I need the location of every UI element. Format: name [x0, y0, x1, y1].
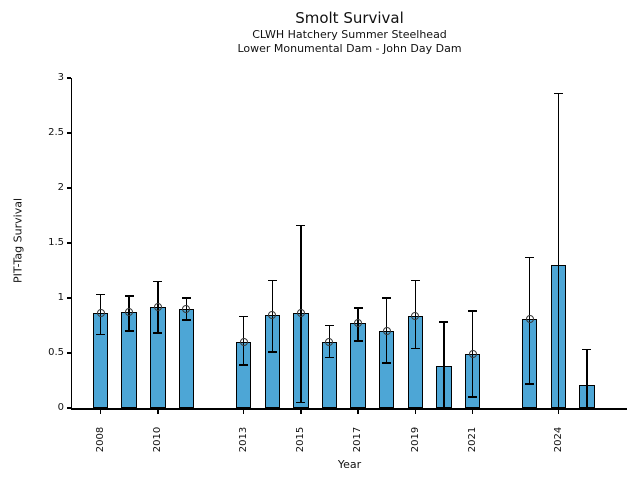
- error-cap-high-2011: [181, 297, 191, 299]
- x-tick: [300, 409, 302, 414]
- x-tick: [471, 409, 474, 414]
- error-cap-low-2015: [296, 401, 306, 404]
- x-axis-spine: [70, 408, 627, 410]
- x-tick-label-text: 2010: [152, 426, 164, 452]
- error-cap-high-2020: [439, 321, 449, 323]
- x-tick: [157, 409, 159, 414]
- point-marker-2019: [411, 311, 420, 320]
- y-tick-label: 1: [57, 292, 64, 303]
- y-tick: [66, 352, 71, 354]
- error-cap-low-2017: [353, 340, 363, 342]
- x-tick-label-text: 2021: [466, 426, 478, 452]
- error-cap-high-2018: [382, 297, 392, 299]
- error-cap-low-2011: [181, 319, 191, 321]
- x-tick: [242, 409, 245, 414]
- point-marker-2011: [182, 305, 191, 313]
- error-cap-high-2016: [324, 324, 334, 327]
- error-bar-2020: [443, 322, 445, 408]
- error-cap-low-2021: [468, 396, 477, 398]
- error-bar-2024: [557, 93, 560, 408]
- point-marker-2016: [325, 338, 334, 346]
- y-axis-spine: [70, 78, 72, 408]
- x-tick-label: 2013: [222, 416, 266, 462]
- x-tick-label: 2021: [451, 416, 495, 462]
- point-marker-2018: [382, 327, 391, 335]
- point-marker-2015: [296, 309, 305, 318]
- error-cap-low-2009: [124, 330, 134, 332]
- x-tick-label: 2017: [336, 416, 380, 462]
- y-tick: [66, 187, 71, 189]
- x-tick: [357, 409, 359, 414]
- point-marker-2014: [268, 310, 277, 319]
- error-cap-low-2014: [267, 351, 277, 353]
- point-marker-2021: [468, 350, 477, 359]
- y-axis-label: PIT-Tag Survival: [11, 198, 25, 284]
- x-tick-label: 2024: [536, 416, 580, 462]
- error-cap-high-2015: [296, 224, 306, 227]
- x-tick: [414, 409, 417, 414]
- bar-2011: [178, 309, 195, 408]
- y-tick: [66, 77, 71, 79]
- error-cap-high-2010: [153, 280, 163, 283]
- y-tick-label: 1.5: [48, 237, 64, 248]
- x-tick-label-text: 2024: [552, 426, 564, 452]
- error-cap-low-2008: [96, 333, 106, 336]
- chart-subtitle-line2: Lower Monumental Dam - John Day Dam: [237, 42, 462, 55]
- point-marker-2023: [525, 314, 534, 323]
- x-tick: [99, 409, 102, 414]
- y-tick-label: 2.5: [48, 127, 64, 138]
- x-tick-label-text: 2013: [238, 426, 250, 452]
- x-tick-label-text: 2015: [295, 426, 307, 452]
- x-tick-label: 2015: [279, 416, 323, 462]
- error-cap-high-2014: [267, 279, 277, 282]
- error-cap-high-2025: [582, 348, 592, 351]
- x-tick-label: 2008: [79, 416, 123, 462]
- error-cap-high-2008: [96, 293, 106, 296]
- y-tick: [66, 297, 71, 299]
- x-tick: [557, 409, 560, 414]
- point-marker-2017: [354, 319, 363, 328]
- error-cap-low-2013: [239, 364, 249, 366]
- chart-subtitle-line1: CLWH Hatchery Summer Steelhead: [252, 28, 447, 41]
- y-tick: [66, 132, 71, 134]
- point-marker-2010: [153, 302, 162, 311]
- error-cap-high-2017: [353, 307, 363, 309]
- x-tick-label: 2010: [136, 416, 180, 462]
- error-cap-high-2013: [239, 315, 249, 318]
- error-cap-high-2023: [525, 256, 535, 259]
- error-cap-high-2021: [468, 310, 477, 312]
- y-tick-label: 0: [57, 402, 64, 413]
- error-bar-2025: [586, 349, 588, 408]
- error-cap-low-2010: [153, 332, 163, 334]
- error-cap-high-2024: [553, 92, 563, 95]
- point-marker-2008: [96, 309, 105, 318]
- y-tick-label: 2: [57, 182, 64, 193]
- x-axis-label: Year: [337, 458, 362, 471]
- error-cap-low-2023: [525, 383, 535, 385]
- x-tick-label: 2019: [393, 416, 437, 462]
- chart-title: Smolt Survival: [295, 9, 404, 27]
- y-tick: [66, 242, 71, 244]
- x-tick-label-text: 2019: [409, 426, 421, 452]
- title-block: Smolt Survival CLWH Hatchery Summer Stee…: [72, 9, 627, 56]
- x-tick-label-text: 2008: [95, 426, 107, 452]
- y-tick-label: 0.5: [48, 347, 64, 358]
- x-tick-label-text: 2017: [352, 426, 364, 452]
- error-cap-low-2016: [324, 356, 334, 359]
- y-tick: [66, 407, 71, 409]
- point-marker-2009: [125, 308, 134, 317]
- point-marker-2013: [239, 338, 248, 346]
- error-cap-low-2019: [410, 347, 420, 350]
- error-cap-high-2019: [410, 279, 420, 282]
- error-cap-high-2009: [124, 295, 134, 297]
- error-cap-low-2018: [382, 362, 392, 364]
- y-tick-label: 3: [57, 72, 64, 83]
